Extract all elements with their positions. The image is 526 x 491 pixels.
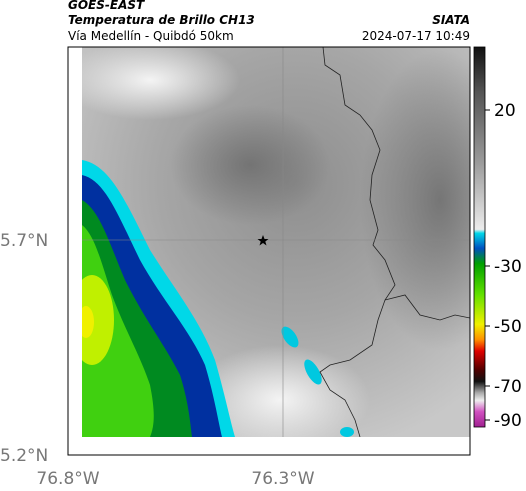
cold-cloud: [82, 275, 114, 365]
cold-cloud: [281, 326, 299, 348]
source-label: SIATA: [432, 13, 470, 27]
cloud-field: [170, 105, 330, 225]
cloud-field: [360, 50, 470, 350]
tick-layer: 5.7°N 5.2°N 76.8°W 76.3°W 20 -30 -50 -70 -90: [0, 101, 522, 489]
lat-tick-label: 5.7°N: [0, 231, 48, 251]
colorbar-tick-label: 20: [494, 101, 516, 121]
cold-cloud: [82, 306, 94, 338]
cloud-field: [82, 47, 240, 120]
product-title: Temperatura de Brillo CH13: [68, 13, 255, 27]
lon-tick-label: 76.8°W: [36, 469, 99, 489]
coastline: [319, 47, 396, 437]
lon-tick-label: 76.3°W: [251, 469, 314, 489]
cold-cloud: [340, 427, 354, 437]
map-frame: [67, 46, 471, 456]
location-marker: [257, 235, 269, 246]
lat-tick-label: 5.2°N: [0, 446, 48, 466]
colorbar-tick-label: -90: [494, 411, 522, 431]
satellite-name: GOES-EAST: [68, 0, 145, 12]
colorbar-tick-label: -70: [494, 377, 522, 397]
cloud-field: [190, 345, 370, 437]
cold-cloud: [304, 359, 322, 385]
colorbar-tick-label: -30: [494, 257, 522, 277]
cold-cloud: [82, 225, 154, 437]
border: [384, 294, 470, 321]
colorbar: [473, 46, 486, 428]
timestamp: 2024-07-17 10:49: [362, 29, 470, 43]
colorbar-tick-label: -50: [494, 317, 522, 337]
map-image: [82, 47, 470, 437]
region-label: Vía Medellín - Quibdó 50km: [68, 29, 234, 43]
